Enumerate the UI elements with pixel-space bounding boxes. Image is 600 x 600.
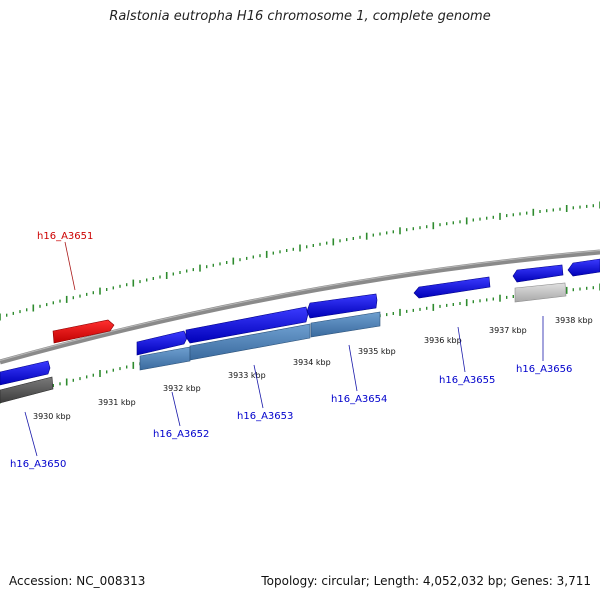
gene-label[interactable]: h16_A3653 (237, 411, 293, 422)
gene-label[interactable]: h16_A3651 (37, 231, 93, 242)
scale-label: 3935 kbp (358, 347, 396, 356)
gene-arrow[interactable] (0, 360, 51, 386)
gene-label[interactable]: h16_A3655 (439, 375, 495, 386)
gene-arrow[interactable] (136, 330, 188, 356)
feature-bar[interactable] (189, 323, 311, 361)
gene-arrow[interactable] (185, 306, 309, 344)
gene-label[interactable]: h16_A3654 (331, 394, 387, 405)
map-title: Ralstonia eutropha H16 chromosome 1, com… (109, 9, 491, 24)
scale-label: 3932 kbp (163, 384, 201, 393)
gene-label[interactable]: h16_A3650 (10, 459, 66, 470)
outer-tick-ring (0, 201, 600, 321)
gene-arrow[interactable] (306, 293, 378, 319)
scale-label: 3937 kbp (489, 326, 527, 335)
gene-arrow[interactable] (567, 258, 600, 277)
feature-bar[interactable] (514, 282, 567, 303)
topology-text: Topology: circular; Length: 4,052,032 bp… (261, 574, 591, 588)
scale-label: 3938 kbp (555, 316, 593, 325)
scale-label: 3930 kbp (33, 412, 71, 421)
genome-backbone (0, 249, 600, 365)
scale-label: 3936 kbp (424, 336, 462, 345)
gene-leader-line-red (64, 241, 76, 291)
scale-label: 3934 kbp (293, 358, 331, 367)
feature-bar[interactable] (0, 376, 54, 404)
gene-leader-lines (24, 316, 544, 457)
genome-backbone-highlight (0, 250, 600, 361)
gene-arrow[interactable] (413, 276, 491, 299)
scale-label: 3933 kbp (228, 371, 266, 380)
feature-bar[interactable] (310, 311, 381, 338)
gene-arrow-highlight[interactable] (52, 319, 115, 344)
inner-tick-ring (0, 283, 600, 404)
scale-label: 3931 kbp (98, 398, 136, 407)
gene-label[interactable]: h16_A3656 (516, 364, 572, 375)
gene-arrow[interactable] (512, 264, 564, 283)
feature-bar[interactable] (139, 346, 191, 371)
accession-text: Accession: NC_008313 (9, 574, 146, 588)
gene-label[interactable]: h16_A3652 (153, 429, 209, 440)
